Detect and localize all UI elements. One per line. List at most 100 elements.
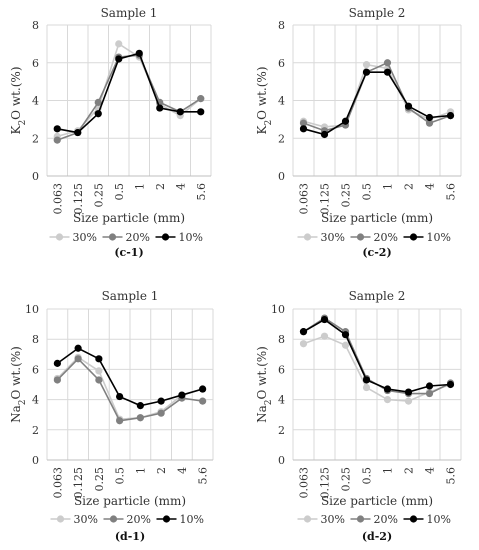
data-point — [74, 128, 82, 137]
y-axis-label: K2O wt.(%) — [255, 66, 274, 134]
legend-label: 10% — [427, 513, 451, 526]
x-tick-label: 5.6 — [445, 467, 458, 485]
data-point — [74, 344, 82, 352]
chart-title: Sample 2 — [349, 289, 406, 303]
data-point — [341, 331, 350, 339]
data-point — [95, 355, 103, 363]
y-tick-label: 8 — [32, 333, 39, 346]
data-point — [299, 119, 308, 127]
series-line — [303, 61, 451, 132]
x-tick-label: 2 — [155, 467, 168, 474]
legend-marker — [161, 233, 170, 241]
data-point — [299, 340, 308, 348]
chart-panel-c-2: Sample 2 0 2 4 6 8 0.063 0.125 0.25 0.5 1 2 4 5.6 Size… — [255, 6, 462, 259]
data-point — [53, 359, 61, 367]
legend-label: 30% — [73, 231, 97, 244]
y-tick-label: 6 — [278, 57, 285, 70]
data-point — [320, 315, 329, 324]
y-axis-label-part: K — [255, 125, 269, 135]
legend-label: 30% — [74, 513, 98, 526]
legend: 30% 20% 10% — [49, 231, 203, 244]
x-tick-label: 0.063 — [298, 467, 311, 499]
y-axis-label-subscript: 2 — [18, 120, 28, 126]
y-tick-label: 10 — [25, 303, 39, 316]
y-axis-label-part: Na — [255, 405, 269, 423]
x-tick-label: 0.25 — [340, 183, 353, 208]
y-tick-label: 8 — [278, 19, 285, 32]
legend: 30% 20% 10% — [297, 513, 451, 526]
data-point — [157, 409, 165, 417]
data-point — [136, 414, 144, 422]
y-tick-label: 4 — [32, 394, 39, 407]
x-tick-label: 1 — [382, 467, 395, 474]
data-point — [178, 391, 186, 399]
x-tick-label: 4 — [174, 183, 187, 190]
y-axis-label: Na2O wt.(%) — [255, 346, 274, 423]
data-point — [136, 402, 144, 410]
data-point — [383, 68, 392, 76]
legend-label: 20% — [126, 231, 150, 244]
y-axis-label-part: K — [9, 125, 23, 135]
y-axis-label: K2O wt.(%) — [9, 66, 28, 134]
legend-label: 10% — [427, 231, 451, 244]
y-tick-label: 6 — [32, 57, 39, 70]
data-point — [95, 367, 103, 375]
data-point — [425, 389, 434, 398]
data-point — [115, 55, 123, 63]
legend-marker — [108, 233, 117, 241]
x-tick-label: 0.25 — [92, 183, 105, 208]
x-tick-label: 1 — [133, 183, 146, 190]
data-point — [425, 119, 434, 127]
y-tick-label: 4 — [278, 394, 285, 407]
x-tick-label: 5.6 — [197, 467, 210, 485]
data-point — [116, 392, 124, 401]
data-point — [176, 108, 184, 116]
series-line — [56, 347, 203, 407]
data-point — [383, 59, 392, 67]
x-tick-label: 0.5 — [114, 467, 127, 485]
legend-marker — [56, 515, 65, 523]
legend-marker — [356, 233, 365, 241]
y-tick-label: 4 — [32, 95, 39, 108]
y-axis-label-part: O wt.(%) — [255, 346, 269, 399]
x-tick-label: 0.063 — [51, 467, 64, 499]
y-axis-label-subscript: 2 — [18, 399, 28, 405]
data-point — [425, 382, 434, 390]
legend-marker — [303, 515, 312, 523]
x-tick-label: 1 — [134, 467, 147, 474]
x-tick-label: 2 — [403, 183, 416, 190]
legend-marker — [55, 233, 64, 241]
data-point — [299, 125, 308, 133]
y-axis-label-subscript: 2 — [264, 399, 274, 405]
y-axis-label: Na2O wt.(%) — [9, 346, 28, 423]
data-point — [425, 113, 434, 122]
y-tick-label: 6 — [278, 363, 285, 376]
x-axis-label: Size particle (mm) — [74, 494, 186, 508]
x-tick-label: 0.25 — [340, 467, 353, 492]
series-line — [303, 71, 451, 136]
chart-title: Sample 1 — [102, 289, 159, 303]
data-point — [383, 396, 392, 404]
data-point — [135, 49, 143, 57]
data-point — [156, 104, 164, 112]
y-axis-label-part: O wt.(%) — [255, 66, 269, 119]
x-tick-label: 0.5 — [361, 467, 374, 485]
data-point — [341, 341, 350, 349]
panel-caption: (d-2) — [362, 530, 392, 543]
x-tick-label: 5.6 — [445, 183, 458, 201]
x-tick-label: 2 — [154, 183, 167, 190]
data-point — [197, 95, 205, 103]
legend-label: 10% — [179, 231, 203, 244]
legend-label: 30% — [321, 513, 345, 526]
legend-marker — [162, 515, 171, 523]
x-tick-label: 0.25 — [93, 467, 106, 492]
y-tick-label: 8 — [278, 333, 285, 346]
data-point — [404, 388, 413, 396]
x-tick-label: 0.125 — [319, 467, 332, 499]
y-tick-label: 0 — [32, 170, 39, 183]
y-tick-label: 8 — [32, 19, 39, 32]
data-point — [53, 125, 61, 133]
x-tick-label: 4 — [176, 467, 189, 474]
chart-title: Sample 2 — [349, 6, 406, 20]
